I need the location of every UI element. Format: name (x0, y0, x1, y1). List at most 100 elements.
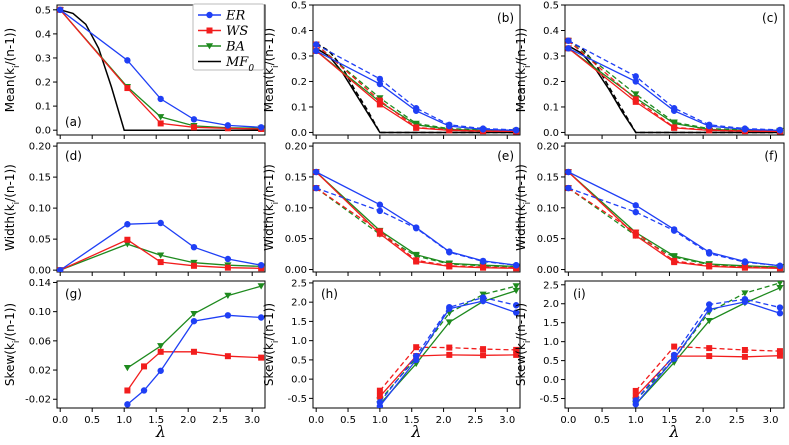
y-tick-label: 0.06 (29, 336, 51, 347)
data-point-ws (446, 351, 453, 358)
data-point-ws (706, 262, 713, 269)
x-tick-label: 1.0 (372, 415, 388, 426)
data-point-er (124, 57, 131, 64)
y-axis-label: Width(ki/(n-1)) (514, 164, 533, 251)
x-tick-label: 0.0 (52, 415, 68, 426)
series-er-solid-line (59, 9, 262, 128)
series-ba-dashed-line (379, 285, 517, 401)
data-point-er (446, 303, 453, 311)
y-tick-label: 0.02 (29, 366, 51, 377)
data-point-ws (741, 353, 748, 360)
data-point-ws (376, 97, 383, 104)
data-point-er (776, 262, 784, 270)
series-er-solid-line (635, 301, 781, 405)
series-ba-dashed-line (315, 44, 517, 132)
data-point-ws (224, 264, 231, 271)
y-tick-label: 0.15 (29, 173, 51, 184)
data-point-er (412, 224, 420, 232)
legend-label: MF0 (225, 55, 254, 74)
series-group (376, 283, 520, 408)
data-point-er (157, 367, 164, 374)
legend-box (192, 3, 265, 71)
series-ba-solid-line (567, 171, 781, 268)
panel-frame (564, 280, 785, 409)
data-point-er (57, 6, 64, 14)
data-point-ws (776, 352, 783, 359)
x-axis-label: λ (668, 422, 679, 441)
y-tick-label: 0.10 (29, 307, 51, 318)
data-point-er (479, 125, 487, 132)
panel-b: 0.0 0.1 0.2 0.3 0.4 0.5 (b) Mean(ki/(n-1)) (262, 1, 521, 139)
data-point-ws (513, 346, 520, 353)
y-tick-label: 0.5 (543, 1, 559, 12)
y-axis-label: Skew(ki/(n-1)) (262, 303, 281, 386)
data-point-er (313, 184, 320, 192)
legend-label: WS (226, 24, 248, 39)
data-point-er (479, 294, 487, 301)
data-point-ba (670, 254, 678, 261)
data-point-er (706, 306, 713, 313)
panel-label: (e) (497, 149, 514, 163)
panel-c: 0.0 0.1 0.2 0.3 0.4 0.5 (c) Mean(ki/(n-1)) (514, 1, 785, 139)
x-tick-label: 2.0 (436, 415, 452, 426)
data-point-er (776, 310, 784, 317)
x-tick-label: 2.5 (729, 415, 745, 426)
series-er-solid-line (59, 222, 262, 271)
data-point-ba (512, 283, 520, 290)
data-point-ws (671, 343, 678, 350)
y-tick-label: 1.5 (543, 318, 559, 329)
data-point-er (706, 301, 713, 308)
data-point-ba (257, 283, 265, 290)
data-point-er (512, 302, 520, 309)
y-tick-label: 1.5 (291, 317, 307, 328)
panel-label: (a) (65, 115, 82, 129)
data-point-ba (157, 252, 165, 259)
data-point-er (512, 126, 520, 134)
y-tick-label: 2.5 (543, 280, 559, 291)
x-tick-label: 2.5 (467, 415, 483, 426)
panel-frame (56, 4, 266, 136)
x-tick-label: 1.5 (148, 415, 164, 426)
series-ba-dashed-line (568, 187, 781, 268)
data-point-er (157, 219, 164, 227)
y-tick-label: 0.05 (29, 235, 51, 246)
y-tick-label: 0.20 (285, 142, 307, 153)
data-point-ws (413, 257, 420, 264)
data-point-er (257, 124, 265, 131)
y-tick-label: 0.0 (543, 375, 559, 386)
data-point-ws (480, 352, 487, 359)
y-tick-label: 0.5 (543, 356, 559, 367)
series-mf0-dashed-line (315, 42, 517, 134)
x-tick-label: 0.5 (594, 415, 610, 426)
series-group (565, 37, 784, 135)
series-ba-dashed-line (635, 282, 781, 401)
data-point-ws (446, 262, 453, 269)
data-point-ba (224, 292, 232, 299)
panel-f: 0.00 0.05 0.10 0.15 0.20 (f) Width(ki/(n-1)) (514, 142, 785, 276)
x-tick-label: 0.5 (340, 415, 356, 426)
data-point-ws (632, 393, 639, 400)
series-er-dashed-line (568, 187, 781, 267)
data-point-er (706, 121, 713, 129)
y-tick-label: -0.5 (287, 394, 307, 405)
series-ws-solid-line (567, 47, 781, 133)
data-point-ba (412, 120, 420, 127)
data-point-er (670, 227, 678, 234)
data-point-ws (157, 120, 164, 127)
data-point-er (412, 105, 420, 112)
data-point-er (565, 45, 572, 52)
series-group (57, 219, 265, 272)
series-group (565, 168, 784, 272)
series-er-solid-line (126, 314, 262, 405)
y-axis-label: Width(ki/(n-1)) (3, 164, 22, 251)
data-point-ba (670, 119, 678, 126)
data-point-ws (632, 232, 639, 239)
data-point-er (479, 258, 487, 265)
x-tick-label: 1.5 (404, 415, 420, 426)
data-point-ws (124, 236, 131, 243)
y-tick-label: 0.5 (291, 355, 307, 366)
panel-a: 0.0 0.1 0.2 0.3 0.4 0.5 (a) Mean(ki/(n-1)) (3, 4, 266, 139)
series-group (57, 6, 265, 132)
legend-marker (206, 27, 213, 34)
